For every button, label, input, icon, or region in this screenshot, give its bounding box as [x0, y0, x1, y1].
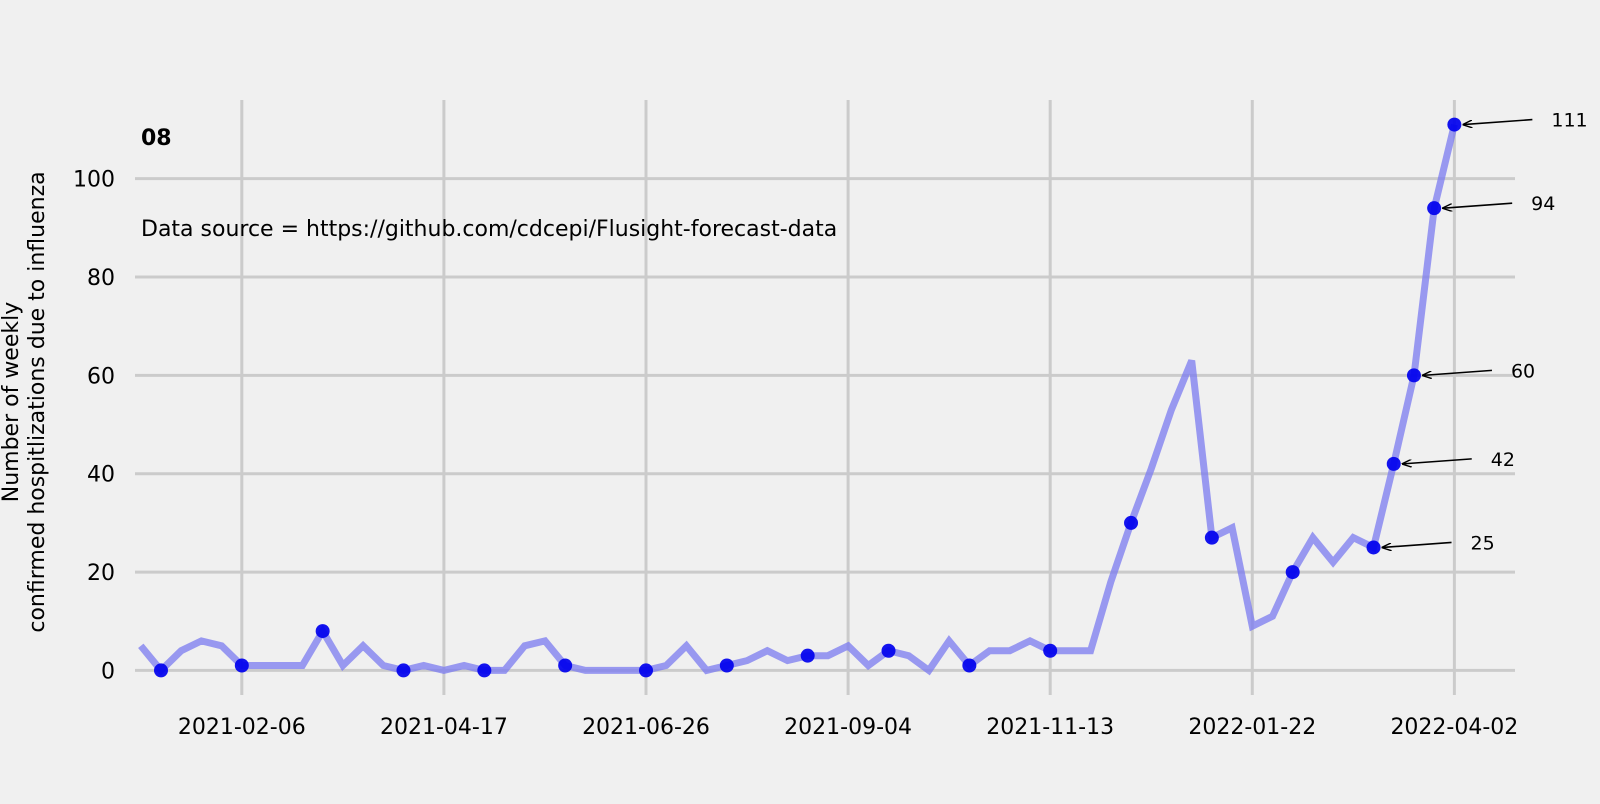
data-point-marker — [1427, 201, 1442, 216]
x-tick-label: 2022-04-02 — [1390, 715, 1518, 740]
callout-arrow — [1383, 541, 1452, 547]
callout-arrow — [1423, 369, 1493, 375]
x-tick-label: 2021-02-06 — [178, 715, 306, 740]
data-source-annotation: Data source = https://github.com/cdcepi/… — [141, 217, 837, 242]
data-point-marker — [1366, 540, 1381, 555]
data-point-marker — [719, 658, 734, 673]
data-point-marker — [558, 658, 573, 673]
data-point-marker — [1386, 456, 1401, 471]
data-point-marker — [1406, 368, 1421, 383]
data-point-marker — [234, 658, 249, 673]
y-tick-label: 60 — [87, 364, 115, 389]
y-tick-label: 40 — [87, 463, 115, 488]
callout-arrow — [1403, 458, 1472, 464]
callout-layer: 25 42 60 94 111 — [1383, 110, 1588, 554]
x-tick-label: 2022-01-22 — [1188, 715, 1316, 740]
marker-layer — [153, 117, 1462, 678]
data-point-marker — [153, 663, 168, 678]
x-tick-label: 2021-11-13 — [986, 715, 1114, 740]
y-axis-label-line1: Number of weekly — [0, 302, 24, 503]
data-point-marker — [881, 643, 896, 658]
data-point-marker — [396, 663, 411, 678]
y-tick-label: 20 — [87, 561, 115, 586]
y-axis-label-line2: confirmed hospitlizations due to influen… — [25, 171, 50, 632]
callout-label: 111 — [1551, 110, 1587, 132]
callout-arrow — [1463, 118, 1533, 125]
data-point-marker — [1124, 515, 1139, 530]
callout-label: 25 — [1471, 532, 1495, 554]
grid — [135, 100, 1515, 695]
series-line-layer — [138, 123, 1458, 676]
data-point-marker — [477, 663, 492, 678]
data-point-marker — [639, 663, 654, 678]
y-axis-label: Number of weekly confirmed hospitlizatio… — [0, 171, 50, 632]
callout-label: 60 — [1511, 360, 1535, 382]
x-tick-label: 2021-04-17 — [380, 715, 508, 740]
y-tick-label: 100 — [73, 168, 115, 193]
y-tick-label: 0 — [101, 659, 115, 684]
data-point-marker — [1043, 643, 1058, 658]
data-point-marker — [1285, 565, 1300, 580]
data-point-marker — [1447, 117, 1462, 132]
x-tick-label: 2021-09-04 — [784, 715, 912, 740]
tick-label-layer: 0 20 40 60 80 100 2021-02-06 2021-04-17 2021-06-… — [73, 168, 1518, 740]
callout-label: 42 — [1491, 449, 1515, 471]
callout-label: 94 — [1531, 193, 1555, 215]
chart-title: 08 — [141, 126, 172, 151]
x-tick-label: 2021-06-26 — [582, 715, 710, 740]
data-point-marker — [800, 648, 815, 663]
data-point-marker — [315, 624, 330, 639]
data-point-marker — [1204, 530, 1219, 545]
series-line — [138, 123, 1458, 676]
y-tick-label: 80 — [87, 266, 115, 291]
data-point-marker — [962, 658, 977, 673]
callout-arrow — [1443, 202, 1513, 208]
